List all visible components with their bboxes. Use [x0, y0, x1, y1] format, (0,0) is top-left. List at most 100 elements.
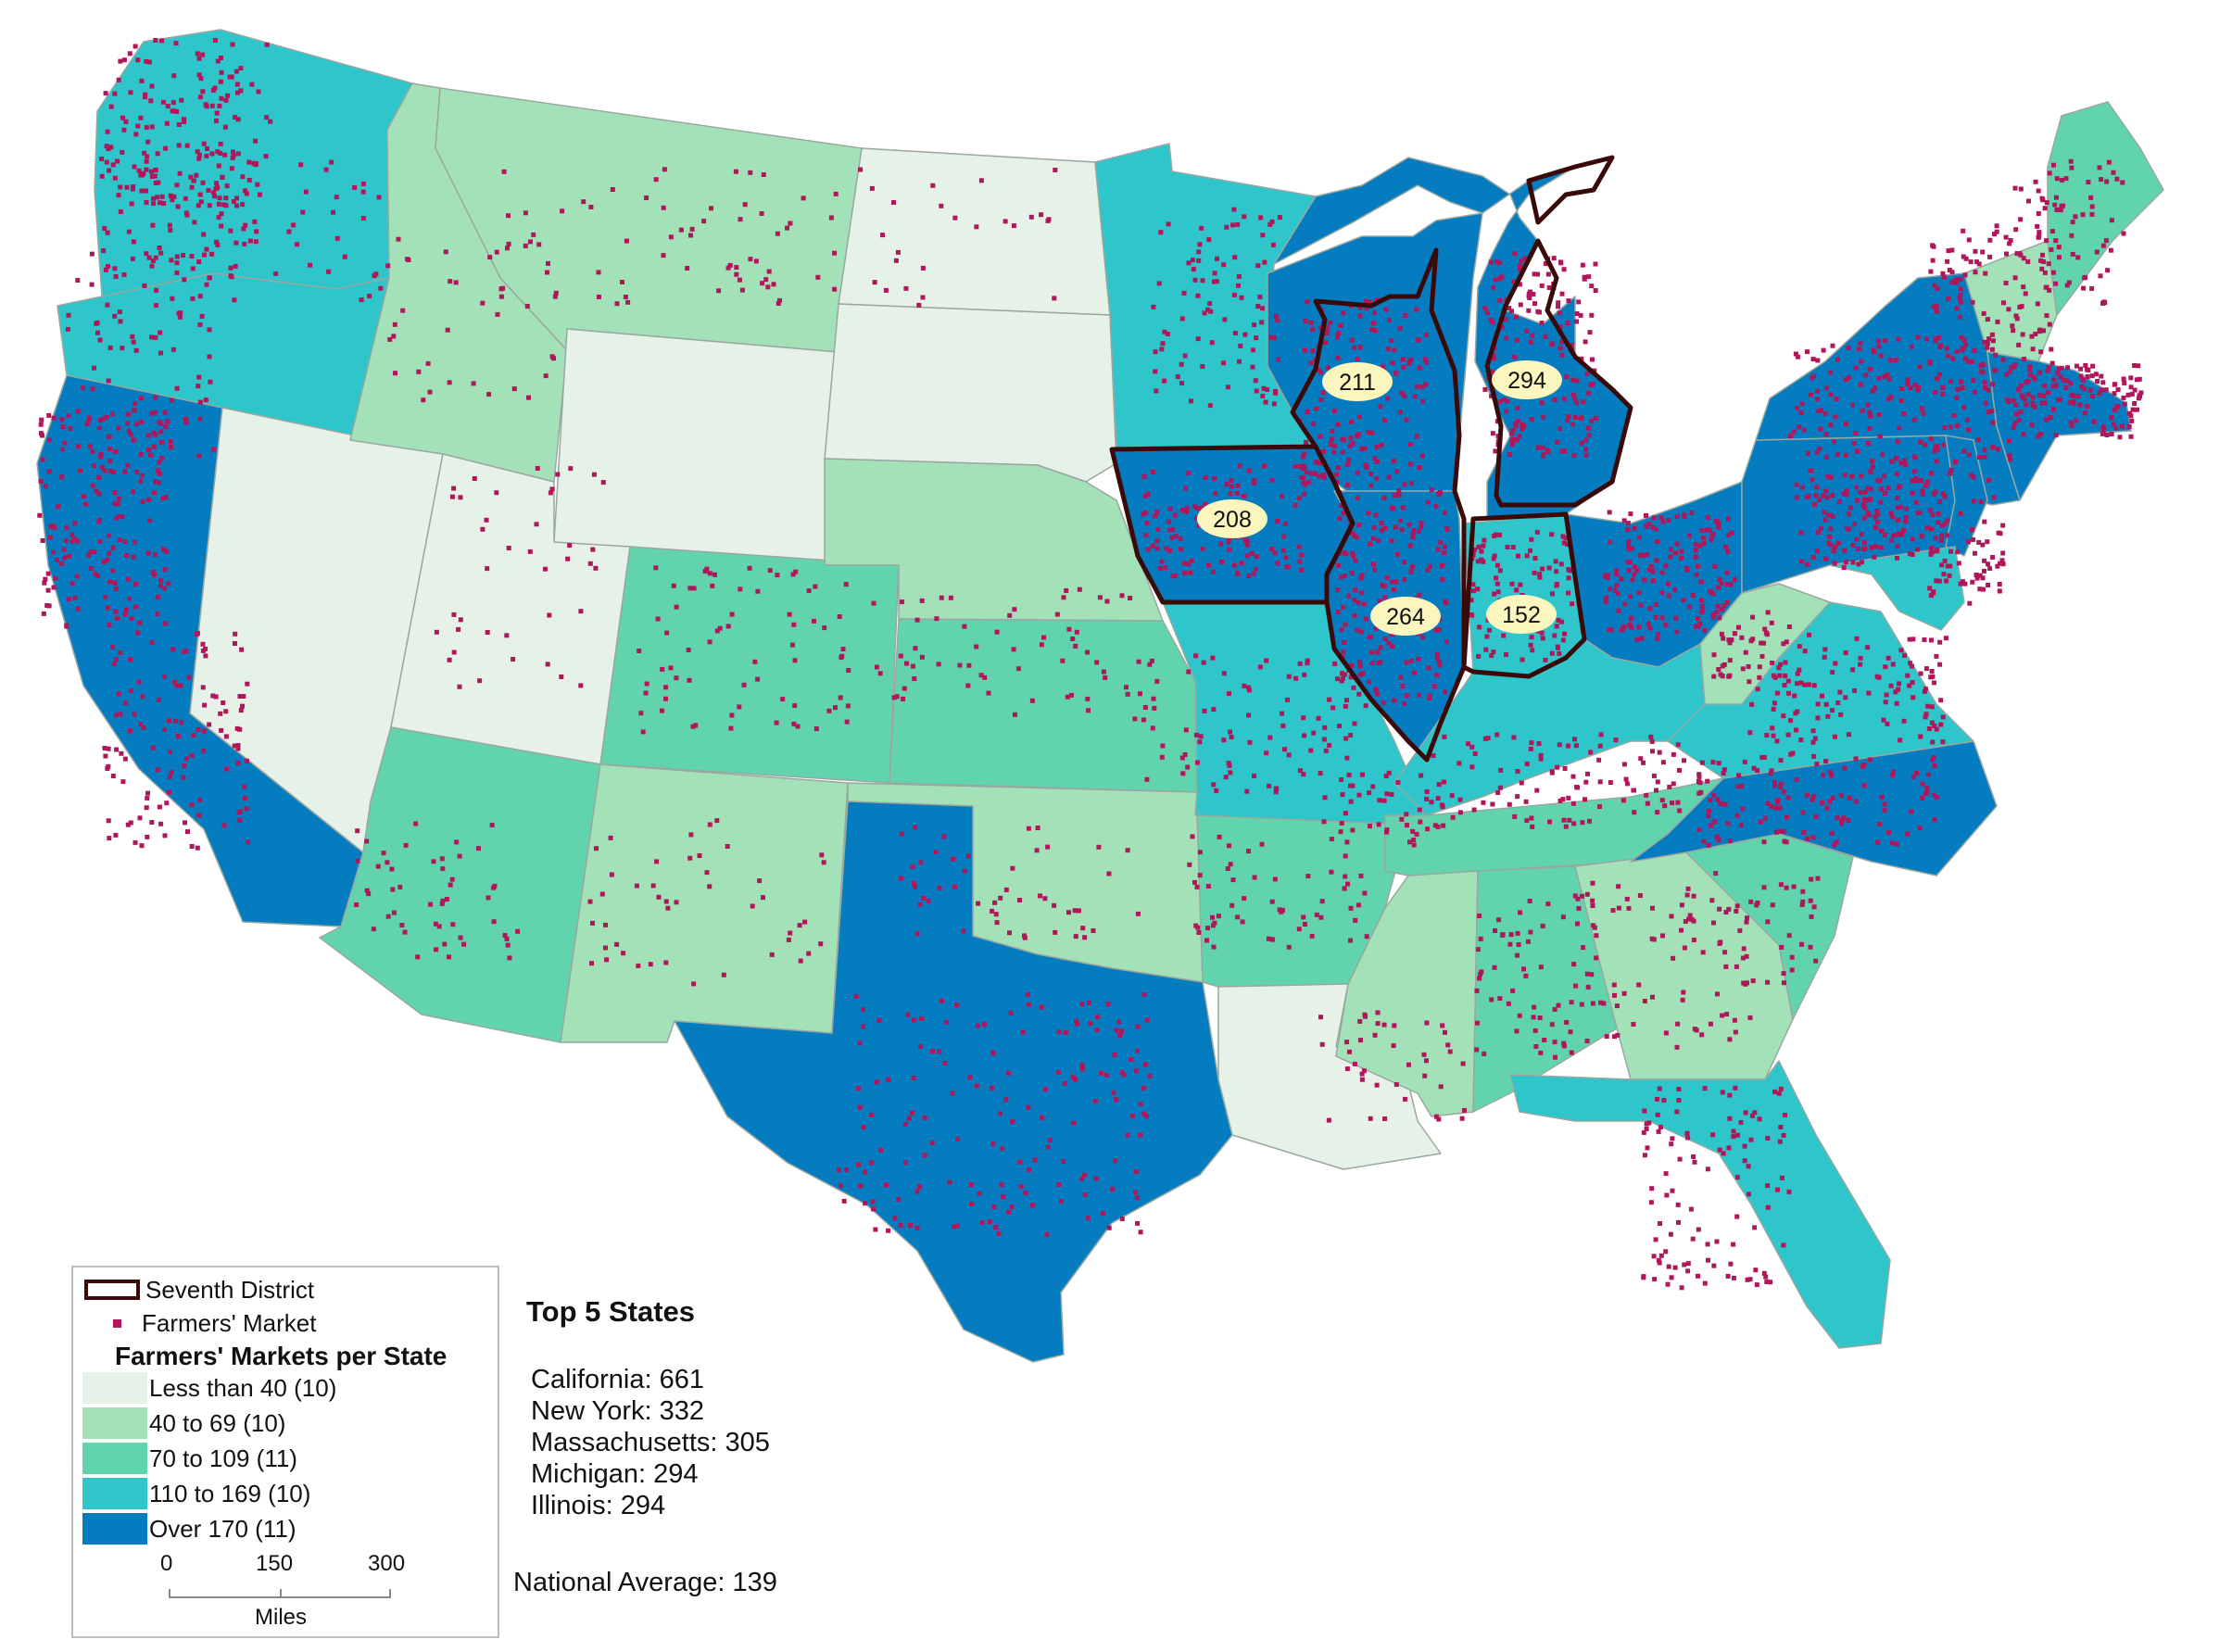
farmers-market-dot: [661, 253, 666, 259]
farmers-market-dot: [1497, 785, 1503, 790]
farmers-market-dot: [1199, 225, 1204, 231]
farmers-market-dot: [884, 1182, 889, 1188]
farmers-market-dot: [1980, 370, 1986, 375]
farmers-market-dot: [1390, 644, 1394, 649]
farmers-market-dot: [1477, 976, 1482, 981]
farmers-market-dot: [950, 1091, 955, 1096]
farmers-market-dot: [609, 872, 614, 877]
farmers-market-dot: [1025, 991, 1030, 997]
farmers-market-dot: [1494, 562, 1500, 568]
farmers-market-dot: [1200, 546, 1205, 551]
farmers-market-dot: [2113, 425, 2119, 431]
farmers-market-dot: [1386, 770, 1392, 776]
farmers-market-dot: [1590, 382, 1595, 387]
farmers-market-dot: [578, 609, 584, 614]
farmers-market-dot: [1566, 590, 1571, 596]
farmers-market-dot: [194, 172, 199, 178]
farmers-market-dot: [1940, 271, 1946, 276]
farmers-market-dot: [1764, 1280, 1770, 1284]
farmers-market-dot: [1373, 687, 1379, 692]
farmers-market-dot: [1433, 627, 1439, 633]
farmers-market-dot: [2001, 300, 2006, 306]
farmers-market-dot: [1868, 413, 1873, 419]
farmers-market-dot: [775, 573, 780, 578]
farmers-market-dot: [153, 432, 158, 437]
farmers-market-dot: [1882, 491, 1887, 496]
farmers-market-dot: [1349, 337, 1355, 343]
farmers-market-dot: [355, 858, 360, 864]
count-bubble-iowa: 208: [1197, 499, 1267, 538]
farmers-market-dot: [1167, 506, 1173, 511]
farmers-market-dot: [1859, 532, 1864, 537]
farmers-market-dot: [942, 1061, 948, 1066]
farmers-market-dot: [1813, 493, 1819, 498]
farmers-market-dot: [2013, 227, 2019, 233]
farmers-market-dot: [130, 334, 135, 339]
farmers-market-dot: [1786, 690, 1791, 696]
farmers-market-dot: [354, 902, 359, 907]
farmers-market-dot: [1838, 793, 1844, 799]
farmers-market-dot: [1566, 575, 1571, 581]
farmers-market-dot: [1560, 534, 1566, 539]
legend-title: Farmers' Markets per State: [115, 1342, 448, 1370]
farmers-market-dot: [1183, 727, 1189, 733]
farmers-market-dot: [1417, 692, 1421, 698]
farmers-market-dot: [1818, 408, 1823, 413]
farmers-market-dot: [841, 1198, 847, 1204]
farmers-market-dot: [1554, 624, 1559, 629]
farmers-market-dot: [1348, 799, 1354, 804]
farmers-market-dot: [653, 565, 659, 571]
farmers-market-dot: [1225, 866, 1230, 871]
farmers-market-dot: [1351, 553, 1356, 559]
farmers-market-dot: [1119, 593, 1125, 599]
farmers-market-dot: [1714, 610, 1720, 615]
legend-market-label: Farmers' Market: [142, 1308, 317, 1337]
farmers-market-dot: [451, 486, 457, 491]
farmers-market-dot: [1744, 953, 1749, 959]
farmers-market-dot: [1799, 485, 1805, 490]
farmers-market-dot: [1154, 388, 1159, 394]
farmers-market-dot: [1363, 1014, 1368, 1019]
farmers-market-dot: [1710, 612, 1716, 617]
farmers-market-dot: [2111, 422, 2116, 427]
farmers-market-dot: [1705, 527, 1709, 533]
farmers-market-dot: [1877, 434, 1883, 439]
farmers-market-dot: [1858, 490, 1863, 495]
farmers-market-dot: [1877, 478, 1883, 484]
farmers-market-dot: [107, 345, 113, 350]
farmers-market-dot: [1783, 660, 1788, 665]
farmers-market-dot: [2097, 165, 2102, 170]
farmers-market-dot: [1929, 704, 1935, 710]
farmers-market-dot: [1611, 982, 1617, 988]
farmers-market-dot: [1873, 385, 1878, 391]
farmers-market-dot: [247, 238, 253, 244]
farmers-market-dot: [375, 864, 381, 869]
farmers-market-dot: [182, 763, 187, 768]
farmers-market-dot: [1414, 434, 1419, 439]
farmers-market-dot: [1682, 1262, 1687, 1267]
farmers-market-dot: [1835, 452, 1840, 458]
farmers-market-dot: [1129, 1057, 1134, 1062]
farmers-market-dot: [1717, 906, 1722, 912]
farmers-market-dot: [1724, 570, 1730, 575]
farmers-market-dot: [1357, 305, 1363, 310]
farmers-market-dot: [1007, 930, 1012, 936]
farmers-market-dot: [987, 1219, 992, 1225]
farmers-market-dot: [1621, 518, 1627, 523]
farmers-market-dot: [1529, 536, 1534, 542]
farmers-market-dot: [1933, 336, 1938, 342]
market-dot-swatch: [113, 1318, 121, 1328]
state-louisiana: [1217, 983, 1442, 1170]
farmers-market-dot: [115, 501, 120, 507]
farmers-market-dot: [1517, 434, 1522, 439]
farmers-market-dot: [1262, 259, 1267, 265]
farmers-market-dot: [813, 726, 819, 731]
farmers-market-dot: [725, 624, 731, 629]
farmers-market-dot: [1257, 295, 1263, 299]
farmers-market-dot: [2100, 431, 2105, 436]
farmers-market-dot: [1937, 345, 1943, 349]
farmers-market-dot: [1334, 479, 1340, 485]
farmers-market-dot: [1954, 396, 1960, 400]
farmers-market-dot: [1811, 683, 1817, 688]
farmers-market-dot: [113, 274, 119, 279]
